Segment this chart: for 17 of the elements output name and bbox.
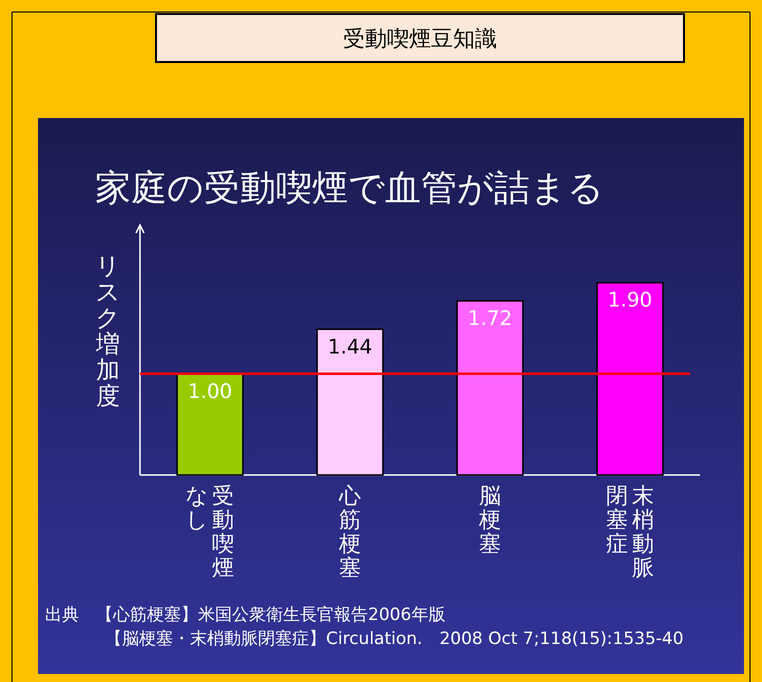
- bar: [596, 282, 664, 476]
- x-tick-label: 脳梗塞: [478, 484, 501, 557]
- category-label: 末梢動脈閉塞症: [606, 484, 654, 581]
- x-tick-label: 心筋梗塞: [338, 484, 361, 581]
- data-label: 1.90: [608, 288, 652, 312]
- data-label: 1.72: [468, 306, 512, 330]
- source-note: 出典 【心筋梗塞】米国公衆衛生長官報告2006年版: [45, 605, 446, 625]
- text: 【脳梗塞・末梢動脈閉塞症】Circulation. 2008 Oct 7;118(15):1535-40: [105, 629, 684, 649]
- y-axis-title: リスク増加度: [95, 252, 120, 410]
- chart-subtitle: 家庭の受動喫煙で血管が詰まる: [95, 168, 604, 209]
- bar: [176, 373, 244, 476]
- chart-title: 受動喫煙豆知識: [343, 27, 497, 52]
- data-label: 1.00: [188, 378, 232, 403]
- data-label: 1.44: [328, 334, 372, 358]
- bar: [456, 300, 524, 476]
- category-label: 受動喫煙なし: [186, 484, 234, 581]
- bar: [316, 328, 384, 476]
